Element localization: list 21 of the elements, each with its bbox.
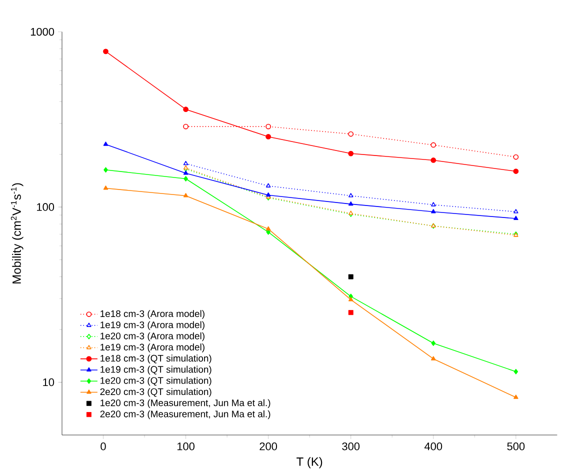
x-tick-label: 0 — [100, 442, 106, 450]
legend-label: 2e20 cm-3 (Measurement, Jun Ma et al.) — [100, 410, 270, 420]
x-tick-label: 200 — [260, 442, 278, 450]
x-tick-label: 400 — [424, 442, 442, 450]
y-axis-title: Mobility (cm$^{2}$V$^{-1}$s$^{-1}$) — [10, 183, 24, 284]
legend-label: 1e18 cm-3 (Arora model) — [100, 310, 204, 319]
legend-label: 1e20 cm-3 (Arora model) — [100, 332, 204, 342]
x-tick-label: 500 — [507, 442, 525, 450]
legend-label: 2e20 cm-3 (QT simulation) — [100, 388, 212, 397]
legend-label: 1e19 cm-3 (Arora model) — [100, 344, 204, 352]
y-tick-label: 10 — [43, 378, 54, 386]
legend-label: 1e20 cm-3 (Measurement, Jun Ma et al.) — [100, 399, 270, 408]
x-axis-title: T (K) — [296, 457, 322, 468]
legend-label: 1e19 cm-3 (Arora model) — [100, 321, 204, 330]
y-tick-label: 1000 — [30, 28, 54, 36]
legend-label: 1e18 cm-3 (QT simulation) — [100, 354, 212, 364]
legend-label: 1e19 cm-3 (QT simulation) — [100, 366, 212, 375]
x-tick-label: 100 — [177, 442, 194, 450]
x-tick-label: 300 — [342, 442, 360, 450]
y-tick-label: 100 — [37, 203, 54, 211]
legend-label: 1e20 cm-3 (QT simulation) — [100, 376, 212, 386]
